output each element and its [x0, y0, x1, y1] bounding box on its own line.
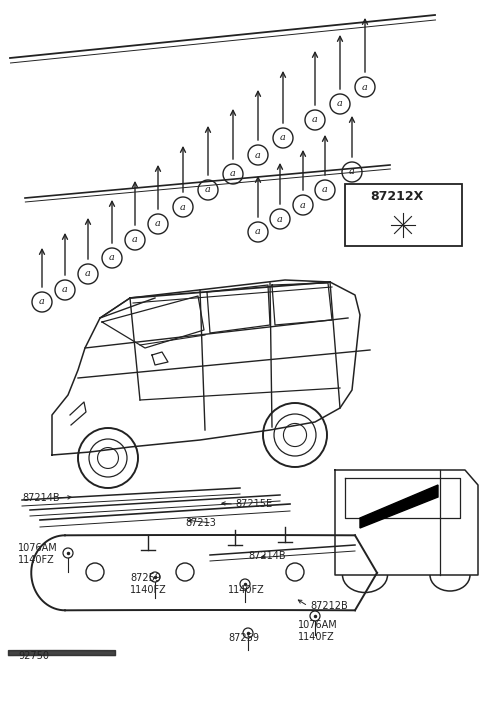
- Text: 87215E: 87215E: [235, 499, 272, 509]
- Text: 87214B: 87214B: [248, 551, 286, 561]
- Text: a: a: [362, 83, 368, 91]
- Text: a: a: [205, 185, 211, 195]
- Text: a: a: [132, 235, 138, 245]
- Text: a: a: [337, 100, 343, 108]
- Text: 87212B: 87212B: [310, 601, 348, 611]
- Text: 1076AM: 1076AM: [18, 543, 58, 553]
- Text: a: a: [255, 150, 261, 160]
- Text: 87212X: 87212X: [370, 190, 423, 202]
- Text: a: a: [255, 227, 261, 237]
- Text: 1140FZ: 1140FZ: [130, 585, 167, 595]
- Text: a: a: [85, 270, 91, 279]
- Text: 1140FZ: 1140FZ: [298, 632, 335, 642]
- Text: a: a: [277, 215, 283, 223]
- Text: a: a: [280, 133, 286, 143]
- Text: 87259: 87259: [228, 633, 259, 643]
- FancyBboxPatch shape: [345, 184, 462, 246]
- Text: a: a: [39, 297, 45, 307]
- Text: 1076AM: 1076AM: [298, 620, 338, 630]
- Text: a: a: [62, 285, 68, 294]
- Text: 92750: 92750: [18, 651, 49, 661]
- Text: a: a: [322, 185, 328, 195]
- Text: 87259: 87259: [130, 573, 161, 583]
- Polygon shape: [360, 485, 438, 528]
- Text: a: a: [312, 116, 318, 125]
- Text: 1140FZ: 1140FZ: [18, 555, 55, 565]
- Text: a: a: [300, 200, 306, 210]
- Text: a: a: [180, 202, 186, 212]
- Text: a: a: [230, 170, 236, 178]
- Text: a: a: [349, 168, 355, 177]
- Text: 1140FZ: 1140FZ: [228, 585, 265, 595]
- Text: a: a: [109, 254, 115, 262]
- Text: a: a: [155, 220, 161, 228]
- Text: a: a: [355, 192, 361, 200]
- Text: 87214B: 87214B: [22, 493, 60, 503]
- Text: 87213: 87213: [185, 518, 216, 528]
